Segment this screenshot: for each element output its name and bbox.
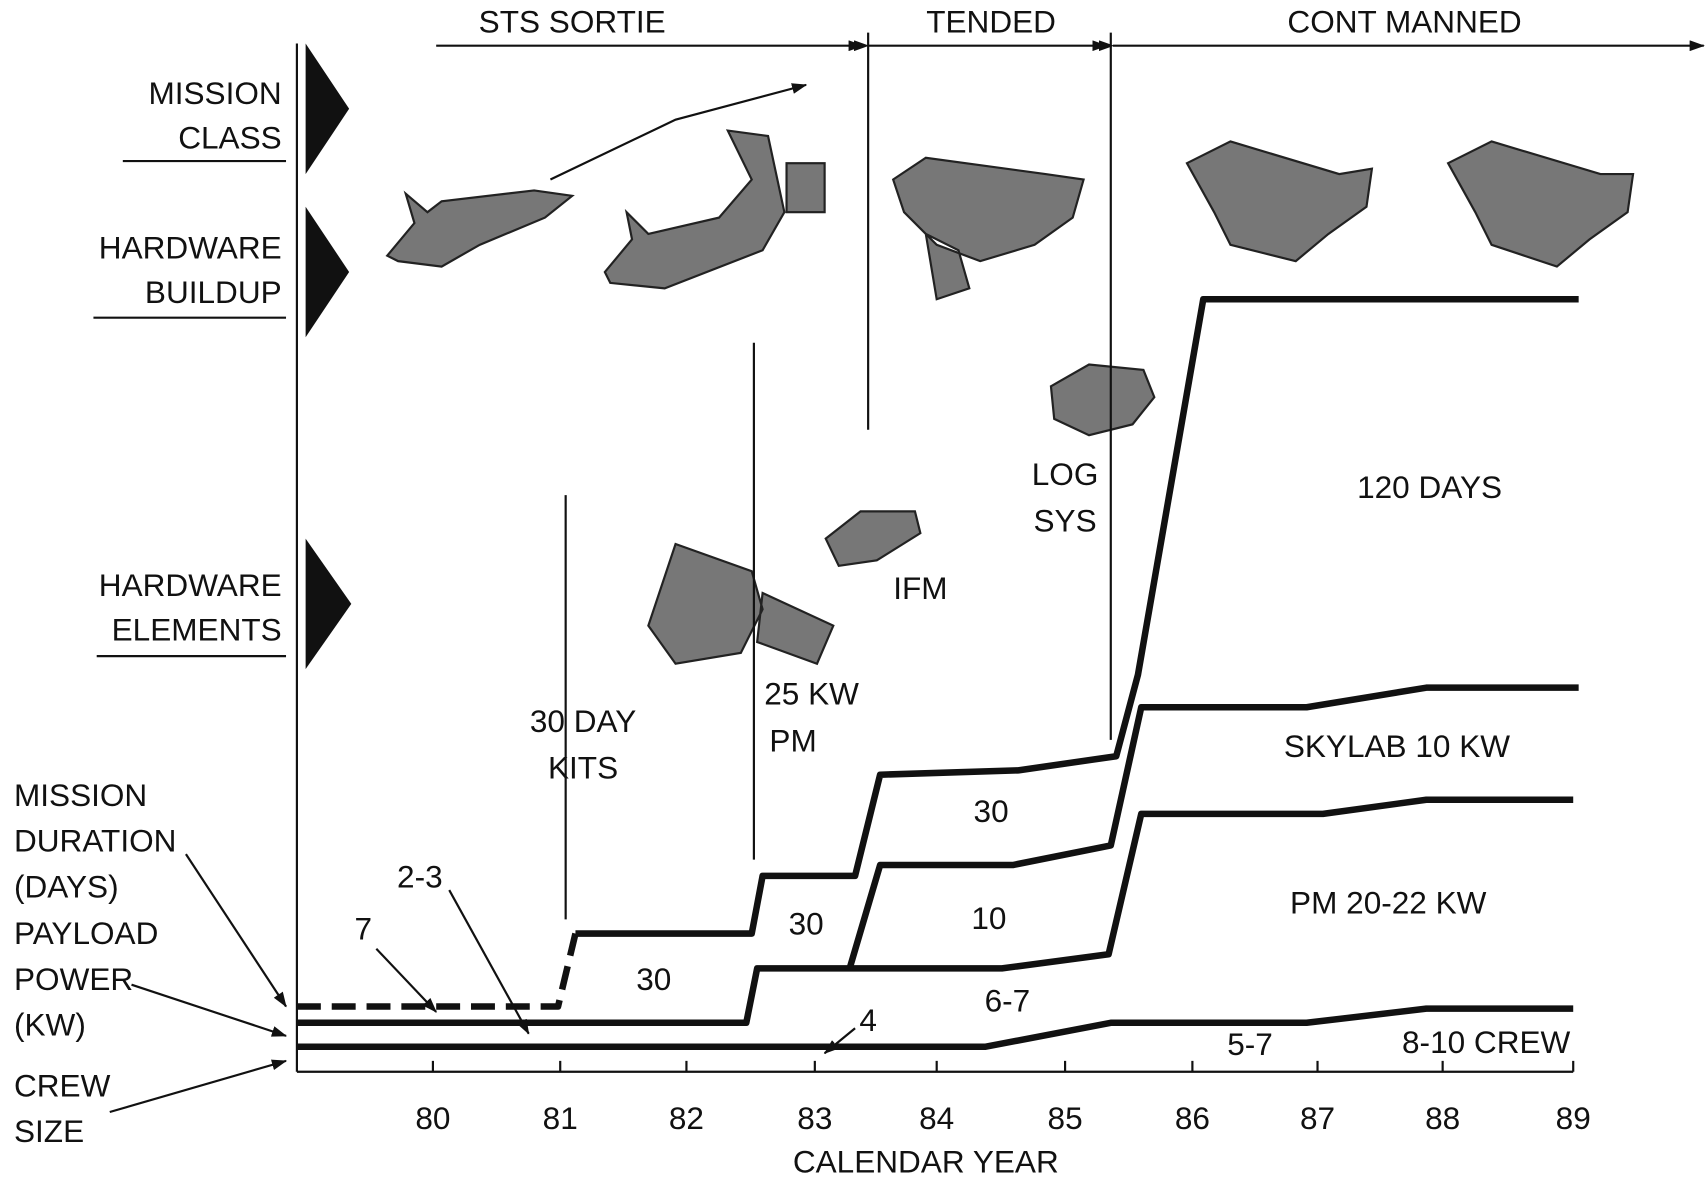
label-pointer xyxy=(376,949,436,1012)
figure: 80 81 82 83 84 85 86 87 88 89 CALENDAR YEAR STS SOR… xyxy=(0,0,1708,1186)
axis-label: MISSION xyxy=(14,777,147,813)
pointer xyxy=(186,854,286,1006)
axis-label: SIZE xyxy=(14,1113,84,1149)
region-label: 8-10 CREW xyxy=(1402,1024,1571,1060)
module-illustration xyxy=(648,544,833,664)
x-tick-label: 88 xyxy=(1425,1100,1460,1136)
page: 80 81 82 83 84 85 86 87 88 89 CALENDAR YEAR STS SOR… xyxy=(0,0,1708,1186)
curve-label: 6-7 xyxy=(985,983,1031,1019)
element-label: PM xyxy=(769,722,816,758)
curve-label: 10 xyxy=(971,900,1006,936)
x-tick-label: 80 xyxy=(415,1100,450,1136)
region-label: SKYLAB 10 KW xyxy=(1284,728,1510,764)
row-label: CLASS xyxy=(178,120,281,156)
station-illustration xyxy=(893,158,1083,299)
axis-label: POWER xyxy=(14,961,133,997)
row-label: ELEMENTS xyxy=(112,611,282,647)
triangle-marker xyxy=(306,207,350,338)
x-tick-label: 86 xyxy=(1175,1100,1210,1136)
row-label: HARDWARE xyxy=(99,567,282,603)
x-tick-label: 85 xyxy=(1048,1100,1083,1136)
class-markers xyxy=(306,44,352,670)
x-tick-label: 84 xyxy=(919,1100,954,1136)
axis-label: DURATION xyxy=(14,823,176,859)
phase-label: TENDED xyxy=(926,3,1056,39)
row-label: HARDWARE xyxy=(99,230,282,266)
station-illustration xyxy=(1448,141,1633,266)
curve-label: 30 xyxy=(974,793,1009,829)
x-tick-label: 82 xyxy=(669,1100,704,1136)
panel-illustration xyxy=(787,163,825,212)
x-tick-label: 87 xyxy=(1300,1100,1335,1136)
curve-label: 4 xyxy=(859,1002,877,1038)
triangle-marker xyxy=(306,44,350,175)
phase-label: CONT MANNED xyxy=(1287,3,1521,39)
shuttle-illustration xyxy=(387,190,572,266)
illustrations xyxy=(387,131,1633,664)
phase-label: STS SORTIE xyxy=(479,3,666,39)
axis-label: CREW xyxy=(14,1067,111,1103)
row-label: MISSION xyxy=(148,75,281,111)
element-label: LOG xyxy=(1032,456,1099,492)
x-tick-label: 81 xyxy=(543,1100,578,1136)
axis-label: (DAYS) xyxy=(14,868,119,904)
region-label: 120 DAYS xyxy=(1357,469,1502,505)
station-illustration xyxy=(1187,141,1372,261)
region-label: PM 20-22 KW xyxy=(1290,885,1487,921)
label-pointer xyxy=(449,890,528,1034)
curve-label: 5-7 xyxy=(1227,1026,1273,1062)
crew-curve xyxy=(297,1009,1573,1047)
x-axis-title: CALENDAR YEAR xyxy=(793,1144,1059,1180)
curve-label: 30 xyxy=(789,905,824,941)
shuttle-illustration xyxy=(605,131,785,289)
row-label: BUILDUP xyxy=(145,274,282,310)
curve-label: 2-3 xyxy=(397,858,443,894)
axis-label: PAYLOAD xyxy=(14,915,158,951)
x-tick-label: 83 xyxy=(797,1100,832,1136)
pointer xyxy=(110,1061,286,1112)
duration-curve-dashed xyxy=(297,934,576,1007)
element-label: SYS xyxy=(1034,503,1097,539)
logistics-illustration xyxy=(1051,365,1154,436)
triangle-marker xyxy=(306,539,352,670)
curve-label: 7 xyxy=(355,911,373,947)
ifm-illustration xyxy=(826,511,921,565)
element-label: KITS xyxy=(548,750,618,786)
element-label: IFM xyxy=(893,570,947,606)
curve-label: 30 xyxy=(636,961,671,997)
element-label: 30 DAY xyxy=(530,703,636,739)
pointer xyxy=(132,985,287,1036)
x-tick-label: 89 xyxy=(1556,1100,1591,1136)
axis-label: (KW) xyxy=(14,1006,86,1042)
element-label: 25 KW xyxy=(764,676,859,712)
